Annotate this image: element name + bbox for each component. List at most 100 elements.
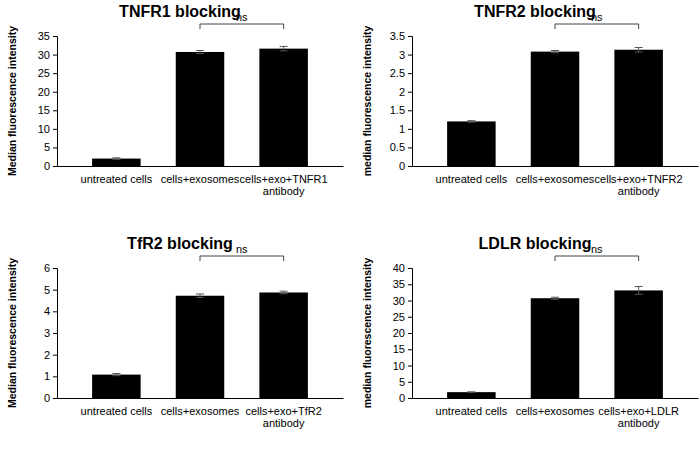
error-bar-segment [635,47,643,48]
y-tick: 0 [399,160,412,172]
bracket-line [555,256,639,261]
y-tick: 2 [44,349,57,361]
y-tick-mark [408,129,412,130]
chart-title: TfR2 blocking [127,235,233,252]
x-tick-label-line: cells+exo+TNFR1 [240,173,328,185]
y-tick: 35 [38,30,57,42]
y-tick-label: 20 [38,86,50,98]
x-tick: cells+exosomes [161,398,240,417]
significance-bracket: ns [555,11,639,29]
y-tick-mark [53,73,57,74]
annotation-text: ns [591,11,603,23]
y-tick: 20 [38,86,57,98]
error-bar [196,50,204,53]
y-tick: 25 [393,311,412,323]
y-tick-label: 0 [44,160,50,172]
plot-marks [92,291,308,398]
error-bar-segment [280,46,288,47]
y-tick: 4 [44,305,57,317]
y-axis-line [53,269,58,399]
x-tick-label: cells+exosomes [161,405,240,417]
y-tick: 1 [399,123,412,135]
x-tick: untreated cells [436,166,508,185]
bar [176,52,225,166]
y-axis-line [53,37,58,167]
x-axis-line [413,398,699,399]
x-tick-label: untreated cells [81,405,153,417]
error-bar-segment [635,294,643,295]
plot-marks [447,287,663,398]
y-axis: 00.511.522.533.5 [390,30,413,172]
plot-marks [447,48,663,166]
chart-title: TNFR2 blocking [474,3,596,20]
y-axis: 05101520253035 [38,30,58,172]
error-bar-segment [196,53,204,54]
error-bar-segment [196,294,204,295]
bar [447,392,496,398]
y-tick-mark [53,92,57,93]
error-bar [467,391,475,393]
y-tick-mark [53,398,57,399]
error-bar [551,50,559,52]
x-tick-label: cells+exosomes [516,405,595,417]
error-bar [635,287,643,295]
annotation-text: ns [591,243,603,255]
y-tick: 5 [44,284,57,296]
x-tick: cells+exosomes [161,166,240,185]
y-tick-mark [53,36,57,37]
y-tick-mark [53,166,57,167]
y-tick-mark [408,333,412,334]
y-tick-mark [53,355,57,356]
x-tick: cells+exo+LDLRantibody [598,398,679,429]
y-axis-title: Median fluorescence intensity [6,26,18,176]
plot-marks [92,46,308,166]
y-tick-label: 4 [44,305,50,317]
error-bar-segment [280,293,288,294]
y-tick-label: 2 [399,86,405,98]
x-tick-label: cells+exosomes [161,173,240,185]
plot-marks-inner [92,291,308,398]
x-tick-label: untreated cells [81,173,153,185]
plot-marks-inner [447,287,663,398]
y-tick: 6 [44,262,57,274]
x-tick-label: untreated cells [436,405,508,417]
y-tick-mark [53,376,57,377]
bracket-line [555,24,639,29]
bar [614,290,663,398]
chart-svg: TNFR1 blockingMedian fluorescence intens… [0,0,700,452]
y-axis: 0510152025303540 [393,262,413,404]
y-tick-label: 0 [44,392,50,404]
y-tick-mark [53,333,57,334]
error-bar-segment [551,299,559,300]
y-tick-label: 15 [393,343,405,355]
y-tick-label: 10 [38,123,50,135]
y-tick-mark [53,110,57,111]
y-tick-label: 25 [393,311,405,323]
x-tick-label: cells+exo+TNFR1antibody [240,173,328,198]
error-bar-segment [196,50,204,51]
error-bar [112,158,120,159]
error-bar-segment [638,287,639,295]
y-tick-label: 3 [44,327,50,339]
y-tick: 1.5 [390,104,412,116]
y-tick-mark [408,147,412,148]
error-bar [280,46,288,50]
error-bar-segment [638,48,639,52]
x-axis: untreated cellscells+exosomescells+exo+T… [58,398,344,429]
y-tick-label: 15 [38,104,50,116]
y-tick-mark [408,317,412,318]
y-tick: 30 [38,49,57,61]
y-tick: 1 [44,370,57,382]
x-tick-label-line: antibody [263,417,305,429]
y-tick-label: 5 [44,284,50,296]
x-tick: untreated cells [436,398,508,417]
y-tick: 3 [399,49,412,61]
bar [259,49,308,166]
y-tick-mark [53,55,57,56]
chart-root: TNFR1 blockingMedian fluorescence intens… [0,0,700,452]
y-axis-title: median fluorescence intensity [361,26,373,177]
y-tick-label: 5 [399,376,405,388]
error-bar [112,374,120,376]
x-axis-line [58,166,344,167]
error-bar-segment [112,375,120,376]
